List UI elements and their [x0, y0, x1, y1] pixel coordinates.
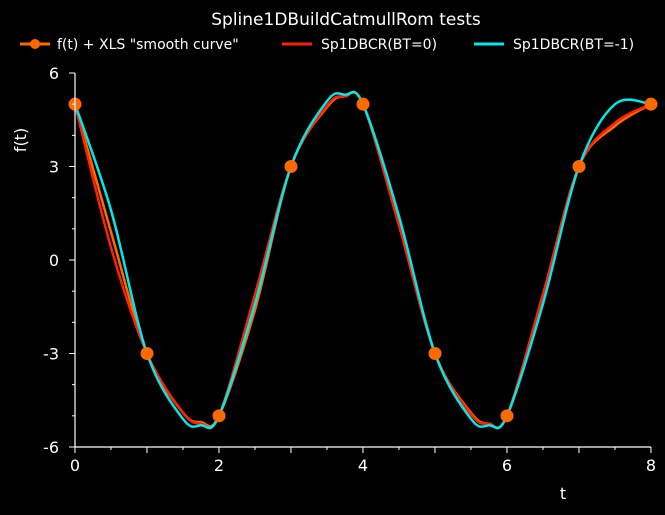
legend-item-xls: f(t) + XLS "smooth curve" — [20, 37, 239, 53]
y-tick-label: 6 — [49, 64, 59, 83]
data-point-marker — [500, 409, 514, 423]
data-point-marker — [356, 97, 370, 111]
series-line-bt-1 — [73, 90, 652, 430]
legend: f(t) + XLS "smooth curve" Sp1DBCR(BT=0) Sp… — [20, 37, 634, 53]
x-tick-label: 0 — [70, 456, 80, 475]
x-axis-label: t — [560, 484, 566, 503]
data-point-marker — [428, 347, 442, 360]
x-tick-label: 6 — [502, 456, 512, 475]
y-tick-label: -6 — [43, 438, 59, 457]
legend-label: Sp1DBCR(BT=-1) — [513, 37, 634, 53]
plot-area — [68, 90, 658, 430]
axes: 0 2 4 6 8 6 3 0 -3 -6 — [43, 64, 656, 475]
legend-item-bt0: Sp1DBCR(BT=0) — [282, 37, 437, 53]
legend-label: Sp1DBCR(BT=0) — [321, 37, 437, 53]
chart-title: Spline1DBuildCatmullRom tests — [211, 10, 481, 30]
x-tick-label: 2 — [214, 456, 224, 475]
y-axis-label: f(t) — [11, 128, 30, 152]
data-point-marker — [644, 97, 658, 111]
legend-item-bt-1: Sp1DBCR(BT=-1) — [474, 37, 634, 53]
data-point-marker — [572, 160, 586, 173]
legend-marker — [30, 39, 40, 49]
data-point-marker — [284, 160, 298, 173]
x-tick-label: 4 — [358, 456, 368, 475]
data-point-marker — [140, 347, 154, 360]
y-tick-label: 0 — [49, 251, 59, 270]
x-tick-label: 8 — [646, 456, 656, 475]
y-tick-label: 3 — [49, 158, 59, 177]
data-point-marker — [212, 409, 226, 423]
y-tick-label: -3 — [43, 345, 59, 364]
legend-label: f(t) + XLS "smooth curve" — [57, 37, 239, 53]
